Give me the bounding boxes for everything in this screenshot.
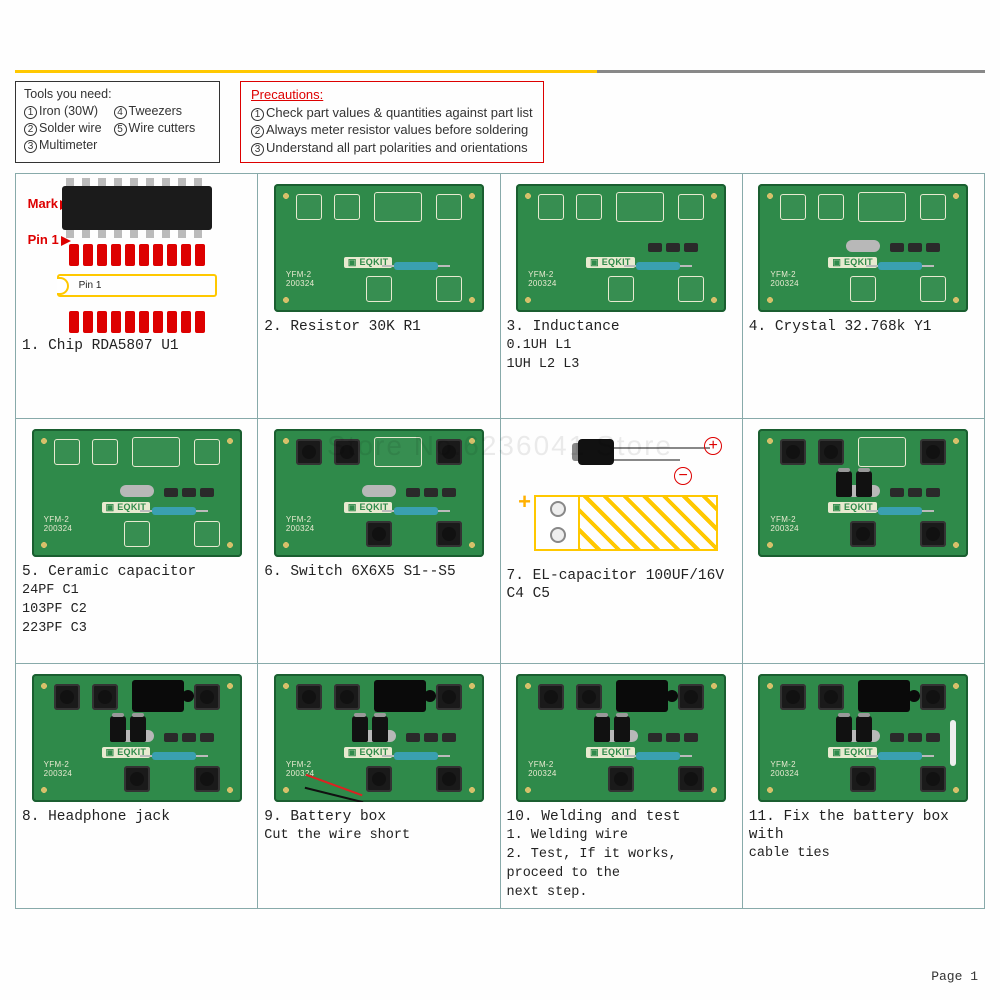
step-caption: 5. Ceramic capacitor24PF C1103PF C2223PF… xyxy=(22,563,251,638)
capacitor-illustration: +− + xyxy=(516,431,726,561)
step-caption: 7. EL-capacitor 100UF/16V C4 C5 xyxy=(507,567,736,603)
step-cell: ▣ EQKIT YFM-2200324 4. Crystal 32.768k Y… xyxy=(743,174,985,419)
pcb-illustration: ▣ EQKIT YFM-2200324 xyxy=(516,674,726,802)
pcb-illustration: ▣ EQKIT YFM-2200324 xyxy=(274,674,484,802)
step-cell: Mark Pin 1 Pin 1 1. Chip RDA5807 U1 xyxy=(16,174,258,419)
precaution-item: 2Always meter resistor values before sol… xyxy=(251,121,533,139)
step-cell: ▣ EQKIT YFM-2200324 11. Fix the battery … xyxy=(743,664,985,909)
step-caption: 3. Inductance0.1UH L11UH L2 L3 xyxy=(507,318,736,374)
pcb-illustration: ▣ EQKIT YFM-2200324 xyxy=(758,184,968,312)
header: Tools you need: 1Iron (30W) 2Solder wire… xyxy=(15,81,985,163)
step-cell: ▣ EQKIT YFM-2200324 xyxy=(743,419,985,664)
step-caption: 10. Welding and test1. Welding wire2. Te… xyxy=(507,808,736,902)
chip-illustration: Mark Pin 1 Pin 1 xyxy=(32,186,242,333)
step-cell: ▣ EQKIT YFM-2200324 10. Welding and test… xyxy=(501,664,743,909)
step-caption: 1. Chip RDA5807 U1 xyxy=(22,337,251,355)
tool-item: 2Solder wire xyxy=(24,120,102,137)
tool-item: 4Tweezers xyxy=(114,103,196,120)
step-caption: 11. Fix the battery box withcable ties xyxy=(749,808,978,863)
steps-grid: Mark Pin 1 Pin 1 1. Chip RDA5807 U1 ▣ EQ… xyxy=(15,173,985,909)
step-cell: ▣ EQKIT YFM-2200324 5. Ceramic capacitor… xyxy=(16,419,258,664)
tools-box: Tools you need: 1Iron (30W) 2Solder wire… xyxy=(15,81,220,163)
step-cell: ▣ EQKIT YFM-2200324 2. Resistor 30K R1 xyxy=(258,174,500,419)
step-caption: 4. Crystal 32.768k Y1 xyxy=(749,318,978,336)
pcb-illustration: ▣ EQKIT YFM-2200324 xyxy=(758,674,968,802)
step-caption: 2. Resistor 30K R1 xyxy=(264,318,493,336)
step-caption: 9. Battery boxCut the wire short xyxy=(264,808,493,845)
precautions-box: Precautions: 1Check part values & quanti… xyxy=(240,81,544,163)
top-rule xyxy=(15,70,985,73)
pcb-illustration: ▣ EQKIT YFM-2200324 xyxy=(516,184,726,312)
precaution-item: 1Check part values & quantities against … xyxy=(251,104,533,122)
step-caption: 6. Switch 6X6X5 S1--S5 xyxy=(264,563,493,581)
pcb-illustration: ▣ EQKIT YFM-2200324 xyxy=(274,184,484,312)
step-caption: 8. Headphone jack xyxy=(22,808,251,826)
tools-title: Tools you need: xyxy=(24,86,211,103)
page-number: Page 1 xyxy=(931,969,978,984)
step-cell: ▣ EQKIT YFM-2200324 9. Battery boxCut th… xyxy=(258,664,500,909)
pcb-illustration: ▣ EQKIT YFM-2200324 xyxy=(758,429,968,557)
precautions-title: Precautions: xyxy=(251,86,533,104)
pcb-illustration: ▣ EQKIT YFM-2200324 xyxy=(274,429,484,557)
tool-item: 3Multimeter xyxy=(24,137,102,154)
step-cell: ▣ EQKIT YFM-2200324 8. Headphone jack xyxy=(16,664,258,909)
tool-item: 5Wire cutters xyxy=(114,120,196,137)
step-cell: ▣ EQKIT YFM-2200324 6. Switch 6X6X5 S1--… xyxy=(258,419,500,664)
pcb-illustration: ▣ EQKIT YFM-2200324 xyxy=(32,429,242,557)
tool-item: 1Iron (30W) xyxy=(24,103,102,120)
pcb-illustration: ▣ EQKIT YFM-2200324 xyxy=(32,674,242,802)
step-cell: +− + 7. EL-capacitor 100UF/16V C4 C5 xyxy=(501,419,743,664)
precaution-item: 3Understand all part polarities and orie… xyxy=(251,139,533,157)
step-cell: ▣ EQKIT YFM-2200324 3. Inductance0.1UH L… xyxy=(501,174,743,419)
